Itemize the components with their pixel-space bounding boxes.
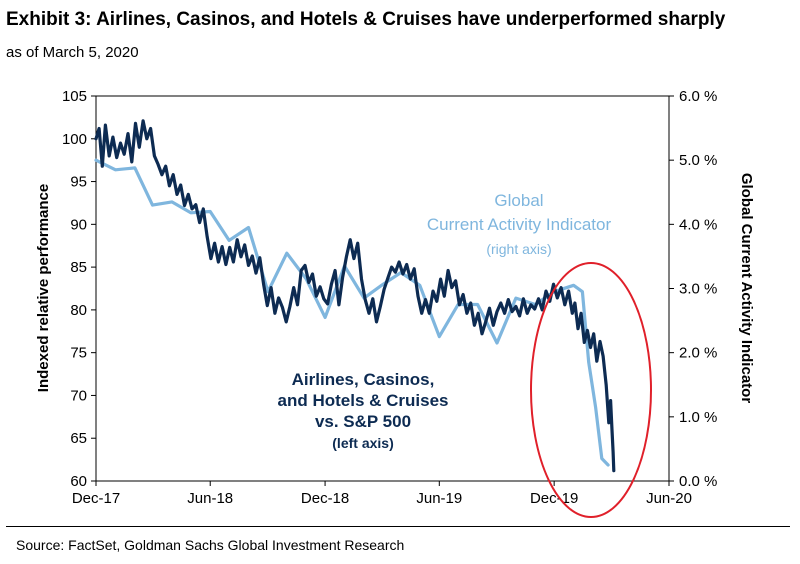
x-axis: Dec-17 Jun-18 Dec-18 Jun-19 Dec-19 Jun-20: [72, 481, 692, 507]
left-tick-label: 85: [70, 259, 87, 276]
annotation-line: Current Activity Indicator: [427, 215, 612, 234]
left-tick-label: 105: [62, 88, 87, 105]
right-tick-label: 5.0 %: [679, 152, 717, 169]
left-tick-label: 75: [70, 345, 87, 362]
x-tick-label: Dec-19: [530, 490, 578, 507]
left-tick-label: 95: [70, 174, 87, 191]
left-axis-title: Indexed relative performance: [35, 184, 52, 392]
right-tick-label: 1.0 %: [679, 409, 717, 426]
series-layer: [94, 119, 616, 473]
left-tick-label: 100: [62, 131, 87, 148]
left-axis: 60 65 70 75 80 85 90 95 100 105: [62, 88, 96, 490]
annotation-line: vs. S&P 500: [315, 412, 411, 431]
chart-subtitle: as of March 5, 2020: [6, 44, 139, 61]
left-tick-label: 60: [70, 473, 87, 490]
x-tick-label: Jun-19: [416, 490, 462, 507]
right-tick-label: 6.0 %: [679, 88, 717, 105]
footer-rule: [6, 526, 790, 527]
annotation-line: Airlines, Casinos,: [292, 370, 435, 389]
chart-canvas: 60 65 70 75 80 85 90 95 100 105 0.0 % 1.0 % 2.0 % 3.…: [35, 88, 755, 518]
left-tick-label: 65: [70, 430, 87, 447]
source-note: Source: FactSet, Goldman Sachs Global In…: [16, 537, 405, 553]
performance-series-line: [94, 119, 616, 473]
right-tick-label: 0.0 %: [679, 473, 717, 490]
x-tick-label: Dec-18: [301, 490, 349, 507]
x-tick-label: Dec-17: [72, 490, 120, 507]
chart-title: Exhibit 3: Airlines, Casinos, and Hotels…: [6, 9, 726, 30]
right-tick-label: 3.0 %: [679, 281, 717, 298]
right-axis-title: Global Current Activity Indicator: [738, 173, 755, 403]
annotation-line: Global: [494, 191, 543, 210]
right-axis: 0.0 % 1.0 % 2.0 % 3.0 % 4.0 % 5.0 % 6.0 %: [669, 88, 717, 490]
x-tick-label: Jun-18: [187, 490, 233, 507]
annotation-line: and Hotels & Cruises: [278, 391, 449, 410]
left-tick-label: 80: [70, 302, 87, 319]
right-tick-label: 2.0 %: [679, 345, 717, 362]
performance-annotation: Airlines, Casinos, and Hotels & Cruises vs…: [278, 370, 449, 451]
annotation-line: (right axis): [486, 241, 551, 257]
left-tick-label: 90: [70, 216, 87, 233]
highlight-ellipse: [530, 262, 652, 518]
cai-series-line: [94, 158, 610, 467]
x-tick-label: Jun-20: [646, 490, 692, 507]
left-tick-label: 70: [70, 387, 87, 404]
annotation-line: (left axis): [332, 435, 393, 451]
right-tick-label: 4.0 %: [679, 216, 717, 233]
cai-annotation: Global Current Activity Indicator (right a…: [427, 191, 612, 257]
